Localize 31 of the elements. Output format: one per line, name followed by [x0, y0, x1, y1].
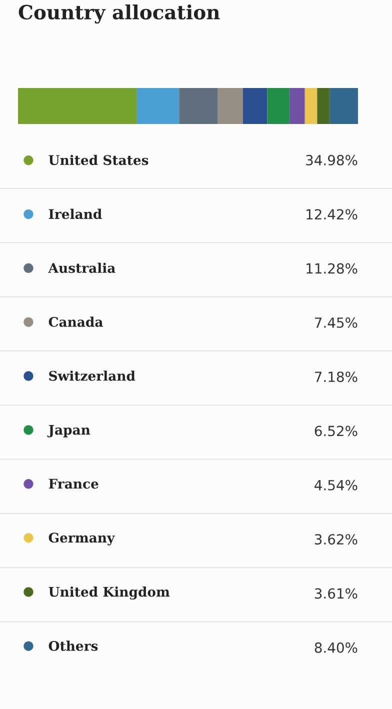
bar — [329, 88, 358, 124]
bar — [242, 88, 268, 124]
text: 3.62% — [314, 534, 358, 545]
bar — [304, 88, 318, 124]
legend-label: United States — [48, 154, 148, 166]
legend-label: Canada — [48, 316, 103, 327]
bar — [289, 88, 305, 124]
text: 34.98% — [306, 154, 358, 166]
text: 12.42% — [306, 209, 358, 220]
bar — [179, 88, 218, 124]
text: 8.40% — [314, 642, 358, 653]
text: 7.45% — [315, 317, 358, 328]
text: 6.52% — [314, 426, 358, 436]
legend-label: Others — [48, 640, 98, 651]
legend-label: Ireland — [48, 208, 102, 220]
chart-title: Country allocation — [18, 4, 220, 24]
legend-label: France — [48, 478, 98, 489]
text: 11.28% — [306, 263, 358, 274]
bar — [136, 88, 180, 124]
bar — [317, 88, 330, 124]
bar — [267, 88, 290, 124]
legend-label: Australia — [48, 262, 116, 273]
text: 7.18% — [315, 372, 358, 382]
legend-label: Switzerland — [49, 370, 136, 381]
legend-label: Germany — [48, 532, 115, 546]
text: 4.54% — [314, 480, 358, 490]
legend-label: United Kingdom — [48, 586, 170, 600]
legend-label: Japan — [47, 424, 90, 438]
bar — [218, 88, 243, 124]
bar — [18, 88, 137, 124]
text: 3.61% — [314, 588, 358, 599]
